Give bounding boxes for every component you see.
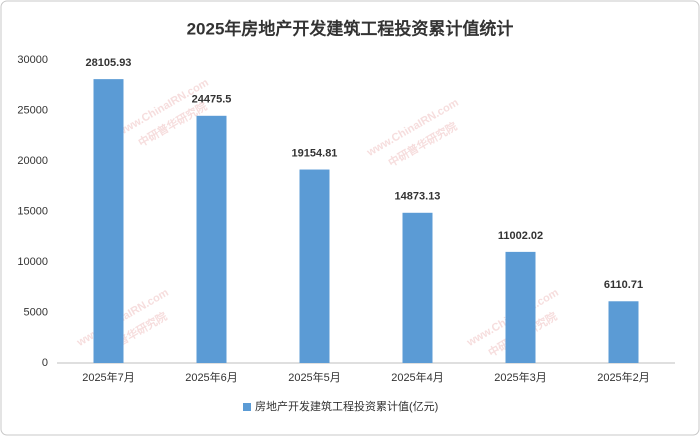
y-tick-label: 5000: [24, 306, 48, 318]
value-label: 6110.71: [604, 279, 643, 291]
x-tick-label: 2025年7月: [82, 370, 135, 384]
value-label: 24475.5: [192, 94, 232, 106]
y-tick-label: 30000: [17, 54, 48, 66]
bar: [402, 212, 433, 363]
y-tick-label: 0: [42, 357, 48, 369]
x-tick-label: 2025年2月: [597, 370, 650, 384]
bar: [196, 115, 227, 363]
legend-label: 房地产开发建筑工程投资累计值(亿元): [255, 399, 438, 413]
bar: [505, 251, 536, 363]
y-tick-label: 10000: [17, 256, 48, 268]
y-tick-label: 15000: [17, 205, 48, 217]
y-tick-label: 20000: [17, 155, 48, 167]
bar: [299, 169, 330, 363]
bar: [93, 79, 124, 364]
x-tick-label: 2025年5月: [288, 370, 341, 384]
value-label: 28105.93: [86, 57, 132, 69]
value-label: 11002.02: [498, 230, 543, 242]
value-label: 14873.13: [395, 191, 441, 203]
y-tick-label: 25000: [17, 104, 48, 116]
value-label: 19154.81: [292, 147, 338, 159]
bar: [608, 301, 639, 363]
x-tick-label: 2025年4月: [391, 370, 444, 384]
x-tick-label: 2025年6月: [185, 370, 238, 384]
legend-swatch: [243, 403, 251, 411]
x-tick-label: 2025年3月: [494, 370, 547, 384]
chart-title: 2025年房地产开发建筑工程投资累计值统计: [187, 18, 514, 38]
